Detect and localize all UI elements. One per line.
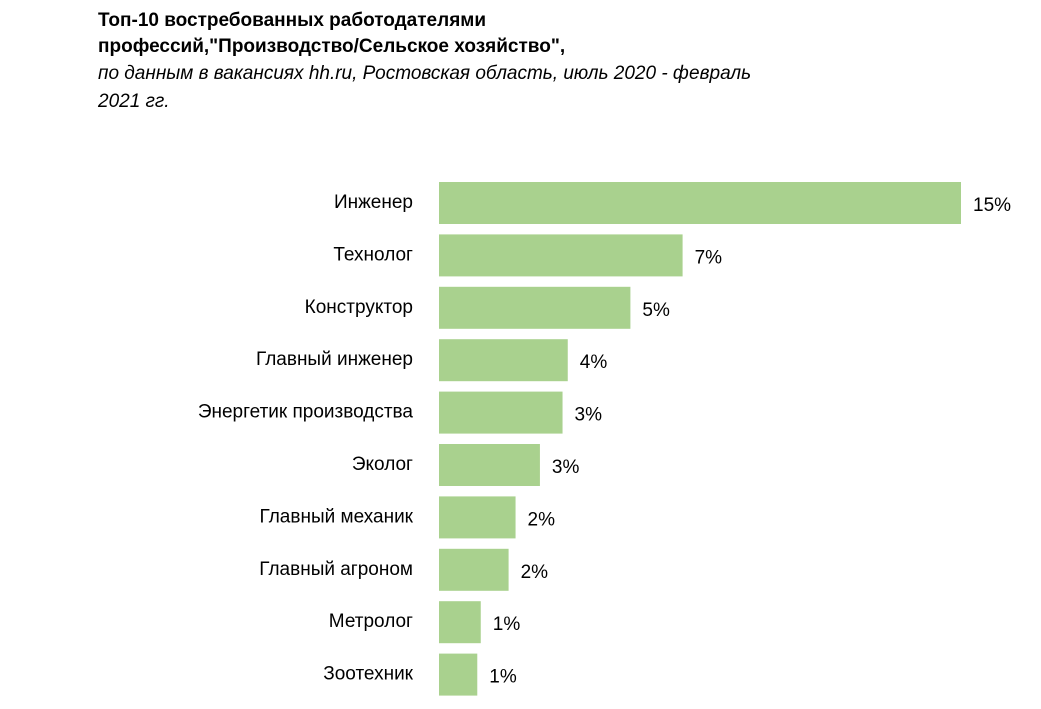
bar-3 [439, 286, 631, 329]
bar-6 [439, 444, 540, 486]
value-label-1: 15% [973, 195, 1011, 216]
category-label-7: Главный механик [260, 506, 414, 527]
value-label-5: 3% [575, 405, 603, 426]
value-label-4: 4% [580, 352, 608, 373]
value-label-8: 2% [521, 562, 549, 583]
category-label-1: Инженер [334, 192, 413, 213]
bar-10 [439, 653, 478, 696]
bar-9 [439, 601, 481, 644]
bar-4 [439, 339, 568, 382]
chart-title-line-2: профессий,"Производство/Сельское хозяйст… [98, 36, 566, 57]
category-label-5: Энергетик производства [198, 402, 414, 423]
chart-subtitle-line-1: по данным в вакансиях hh.ru, Ростовская … [98, 63, 752, 84]
category-label-8: Главный агроном [259, 559, 413, 580]
bar-2 [439, 234, 683, 277]
value-label-10: 1% [489, 667, 517, 688]
bar-5 [439, 391, 563, 434]
category-label-4: Главный инженер [256, 349, 413, 370]
value-label-3: 5% [642, 300, 670, 321]
bar-1 [439, 182, 961, 224]
chart-title-block: Топ-10 востребованных работодателями про… [98, 8, 998, 116]
value-label-2: 7% [695, 247, 723, 268]
value-label-9: 1% [493, 614, 521, 635]
chart-subtitle-line-2: 2021 гг. [98, 91, 170, 112]
category-label-9: Метролог [329, 611, 413, 632]
value-label-6: 3% [552, 457, 580, 478]
value-label-7: 2% [528, 509, 556, 530]
bar-7 [439, 496, 516, 539]
chart-title-line-1: Топ-10 востребованных работодателями [98, 10, 487, 31]
category-label-2: Технолог [333, 244, 413, 265]
category-label-10: Зоотехник [323, 664, 413, 685]
bar-8 [439, 548, 509, 591]
category-label-6: Эколог [352, 454, 413, 475]
category-label-3: Конструктор [305, 297, 413, 318]
